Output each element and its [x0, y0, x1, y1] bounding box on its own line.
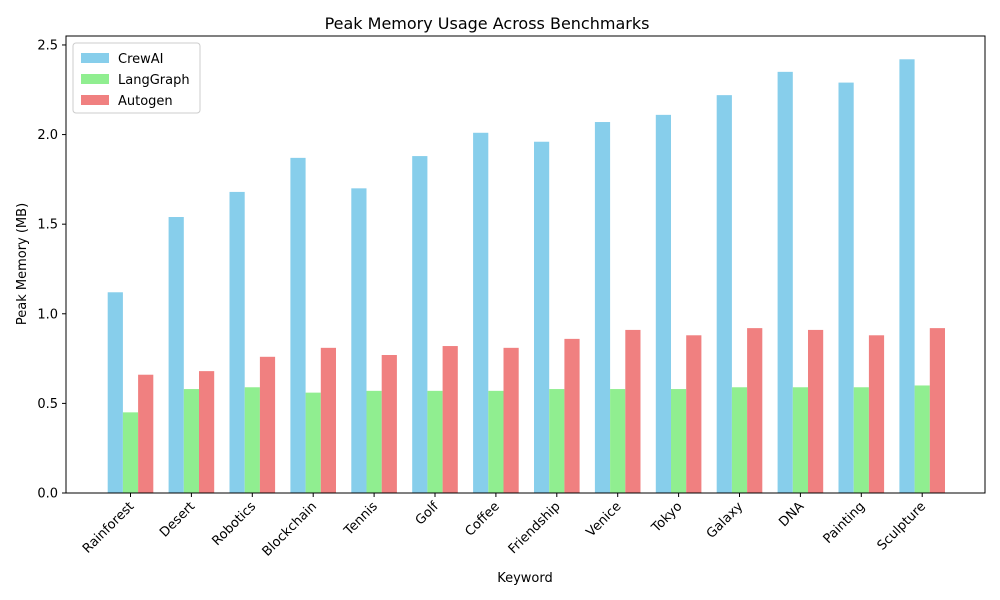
bar-autogen-robotics[interactable] — [259, 356, 276, 493]
bar-crewai-sculpture[interactable] — [899, 59, 915, 494]
bar-crewai-blockchain[interactable] — [290, 157, 306, 493]
bar-langgraph-tennis[interactable] — [366, 390, 382, 493]
bar-autogen-sculpture[interactable] — [929, 328, 945, 493]
bar-langgraph-friendship[interactable] — [549, 389, 565, 493]
bar-langgraph-dna[interactable] — [792, 387, 808, 493]
bar-autogen-golf[interactable] — [442, 346, 458, 493]
bar-crewai-golf[interactable] — [412, 156, 428, 493]
bar-langgraph-sculpture[interactable] — [914, 385, 930, 493]
x-tick-label: DNA — [776, 499, 807, 530]
legend-swatch-langgraph — [81, 74, 109, 84]
y-tick-label: 0.0 — [37, 487, 58, 502]
legend-label-langgraph: LangGraph — [118, 73, 190, 88]
bar-crewai-tennis[interactable] — [351, 188, 367, 494]
bar-autogen-venice[interactable] — [625, 329, 641, 493]
bar-autogen-galaxy[interactable] — [747, 328, 763, 493]
bar-autogen-tokyo[interactable] — [686, 335, 702, 493]
x-tick-label: Robotics — [209, 499, 259, 549]
x-tick-label: Galaxy — [704, 499, 747, 542]
y-tick-label: 2.0 — [37, 128, 58, 143]
y-tick-label: 1.5 — [37, 218, 58, 233]
bar-autogen-coffee[interactable] — [503, 347, 519, 493]
x-tick-label: Tokyo — [648, 499, 685, 536]
x-tick-label: Coffee — [462, 499, 502, 539]
bar-autogen-desert[interactable] — [199, 371, 215, 493]
x-tick-label: Painting — [821, 499, 869, 547]
bar-langgraph-desert[interactable] — [183, 389, 199, 493]
bar-crewai-coffee[interactable] — [473, 132, 489, 493]
x-tick-label: Golf — [413, 499, 442, 528]
bar-autogen-tennis[interactable] — [381, 355, 397, 493]
legend-swatch-autogen — [81, 95, 109, 105]
bar-autogen-rainforest[interactable] — [138, 374, 154, 493]
bar-crewai-rainforest[interactable] — [107, 292, 123, 493]
bar-crewai-venice[interactable] — [594, 122, 611, 493]
x-tick-label: Tennis — [341, 499, 381, 539]
bar-langgraph-tokyo[interactable] — [671, 389, 687, 493]
bar-crewai-desert[interactable] — [168, 217, 184, 493]
bar-crewai-tokyo[interactable] — [655, 114, 671, 493]
bar-langgraph-robotics[interactable] — [244, 387, 260, 493]
x-tick-label: Rainforest — [80, 499, 137, 556]
y-tick-label: 2.5 — [37, 38, 58, 53]
chart-title: Peak Memory Usage Across Benchmarks — [325, 14, 650, 33]
bar-langgraph-venice[interactable] — [610, 389, 626, 493]
x-tick-label: Venice — [584, 499, 625, 540]
x-tick-label: Desert — [157, 499, 198, 540]
y-tick-label: 0.5 — [37, 397, 58, 412]
x-tick-label: Blockchain — [260, 499, 320, 559]
x-axis-label: Keyword — [497, 571, 553, 586]
bar-crewai-painting[interactable] — [838, 82, 854, 494]
bar-crewai-friendship[interactable] — [534, 141, 550, 494]
bar-langgraph-golf[interactable] — [427, 390, 443, 493]
legend-swatch-crewai — [81, 53, 109, 63]
x-tick-label: Friendship — [506, 499, 564, 557]
bar-autogen-painting[interactable] — [868, 335, 885, 493]
legend-label-autogen: Autogen — [118, 94, 173, 109]
bar-langgraph-coffee[interactable] — [488, 390, 504, 493]
bar-crewai-galaxy[interactable] — [716, 95, 732, 493]
y-tick-label: 1.0 — [37, 307, 58, 322]
bar-crewai-dna[interactable] — [777, 71, 793, 493]
bar-langgraph-rainforest[interactable] — [122, 412, 139, 493]
x-tick-label: Sculpture — [875, 499, 929, 553]
plot-area: 0.0 0.5 1.0 1.5 2.0 2.5 Rainforest Desert Roboti… — [37, 38, 945, 560]
bar-autogen-blockchain[interactable] — [320, 347, 336, 493]
bar-langgraph-blockchain[interactable] — [305, 392, 321, 493]
bar-autogen-dna[interactable] — [808, 329, 824, 493]
legend: CrewAI LangGraph Autogen — [72, 42, 201, 114]
bar-langgraph-galaxy[interactable] — [731, 387, 748, 493]
bar-autogen-friendship[interactable] — [564, 338, 580, 493]
bar-crewai-robotics[interactable] — [229, 191, 245, 493]
legend-label-crewai: CrewAI — [118, 52, 164, 67]
bar-langgraph-painting[interactable] — [853, 387, 869, 493]
plot-frame — [65, 35, 986, 494]
y-axis-label: Peak Memory (MB) — [15, 203, 30, 325]
